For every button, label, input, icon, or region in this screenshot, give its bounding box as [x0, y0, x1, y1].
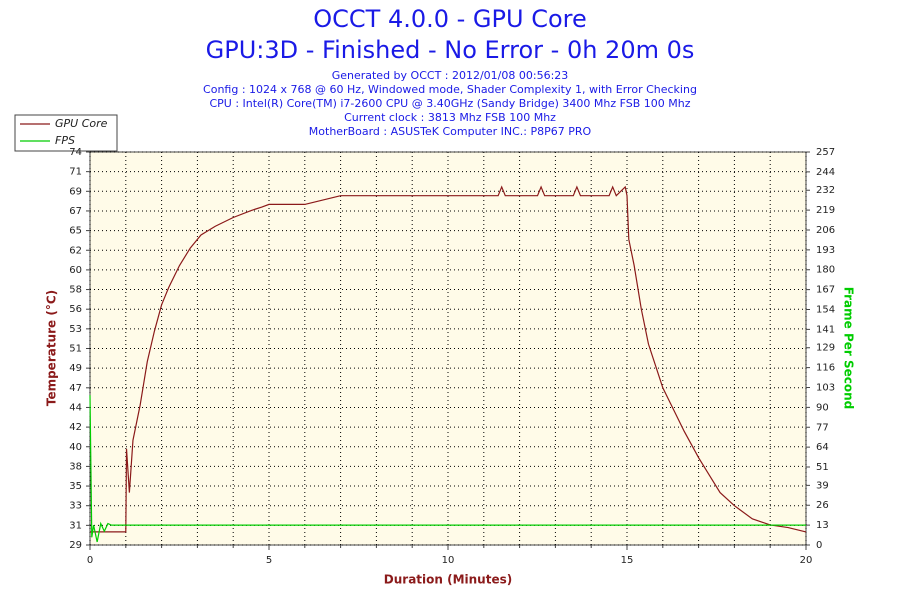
x-tick-label: 15 [621, 555, 634, 566]
y2-tick-label: 90 [816, 402, 829, 413]
x-tick-label: 10 [442, 555, 455, 566]
note: CPU : Intel(R) Core(TM) i7-2600 CPU @ 3.… [209, 97, 690, 110]
note: Config : 1024 x 768 @ 60 Hz, Windowed mo… [203, 83, 697, 96]
y2-tick-label: 193 [816, 245, 835, 256]
y-axis-label: Temperature (°C) [45, 290, 59, 406]
series-line [90, 185, 807, 533]
y2-tick-label: 0 [816, 540, 822, 551]
y2-tick-label: 13 [816, 520, 829, 531]
y2-tick-label: 141 [816, 324, 835, 335]
chart-title: OCCT 4.0.0 - GPU Core [313, 5, 587, 33]
y-tick-label: 65 [69, 226, 82, 237]
y2-tick-label: 154 [816, 305, 835, 316]
y-tick-label: 29 [69, 540, 82, 551]
y-tick-label: 69 [69, 186, 82, 197]
note: MotherBoard : ASUSTeK Computer INC.: P8P… [309, 125, 592, 138]
y-tick-label: 35 [69, 481, 82, 492]
y-tick-label: 58 [69, 285, 82, 296]
x-tick-label: 20 [800, 555, 813, 566]
y-tick-label: 71 [69, 167, 82, 178]
y-tick-label: 42 [69, 422, 82, 433]
y2-tick-label: 180 [816, 265, 835, 276]
y-tick-label: 38 [69, 461, 82, 472]
x-tick-label: 0 [87, 555, 93, 566]
chart-subtitle: GPU:3D - Finished - No Error - 0h 20m 0s [206, 36, 695, 64]
y2-tick-label: 219 [816, 205, 835, 216]
y2-tick-label: 51 [816, 462, 829, 473]
note: Generated by OCCT : 2012/01/08 00:56:23 [332, 69, 569, 82]
series-line [89, 395, 806, 543]
y2-tick-label: 103 [816, 382, 835, 393]
y2-tick-label: 77 [816, 422, 829, 433]
x-tick-label: 5 [266, 555, 272, 566]
y-tick-label: 60 [69, 265, 82, 276]
y2-tick-label: 206 [816, 225, 835, 236]
y2-tick-label: 232 [816, 185, 835, 196]
y-tick-label: 51 [69, 344, 82, 355]
legend-label: GPU Core [55, 117, 108, 130]
y2-tick-label: 64 [816, 442, 829, 453]
y-tick-label: 56 [69, 304, 82, 315]
y2-axis-label: Frame Per Second [842, 287, 856, 410]
y-tick-label: 47 [69, 383, 82, 394]
note: Current clock : 3813 Mhz FSB 100 Mhz [344, 111, 556, 124]
y2-tick-label: 116 [816, 363, 835, 374]
y2-tick-label: 244 [816, 167, 835, 178]
y-tick-label: 31 [69, 520, 82, 531]
y2-tick-label: 39 [816, 480, 829, 491]
x-axis-label: Duration (Minutes) [384, 573, 512, 587]
legend-label: FPS [55, 134, 75, 147]
y-tick-label: 33 [69, 501, 82, 512]
y2-tick-label: 167 [816, 285, 835, 296]
legend [14, 114, 118, 152]
y-tick-label: 49 [69, 363, 82, 374]
y2-tick-label: 257 [816, 147, 835, 158]
y-tick-label: 67 [69, 206, 82, 217]
y2-tick-label: 26 [816, 500, 829, 511]
y2-tick-label: 129 [816, 343, 835, 354]
y-tick-label: 62 [69, 245, 82, 256]
y-tick-label: 40 [69, 442, 82, 453]
y-tick-label: 44 [69, 402, 82, 413]
y-tick-label: 74 [69, 147, 82, 158]
y-tick-label: 53 [69, 324, 82, 335]
